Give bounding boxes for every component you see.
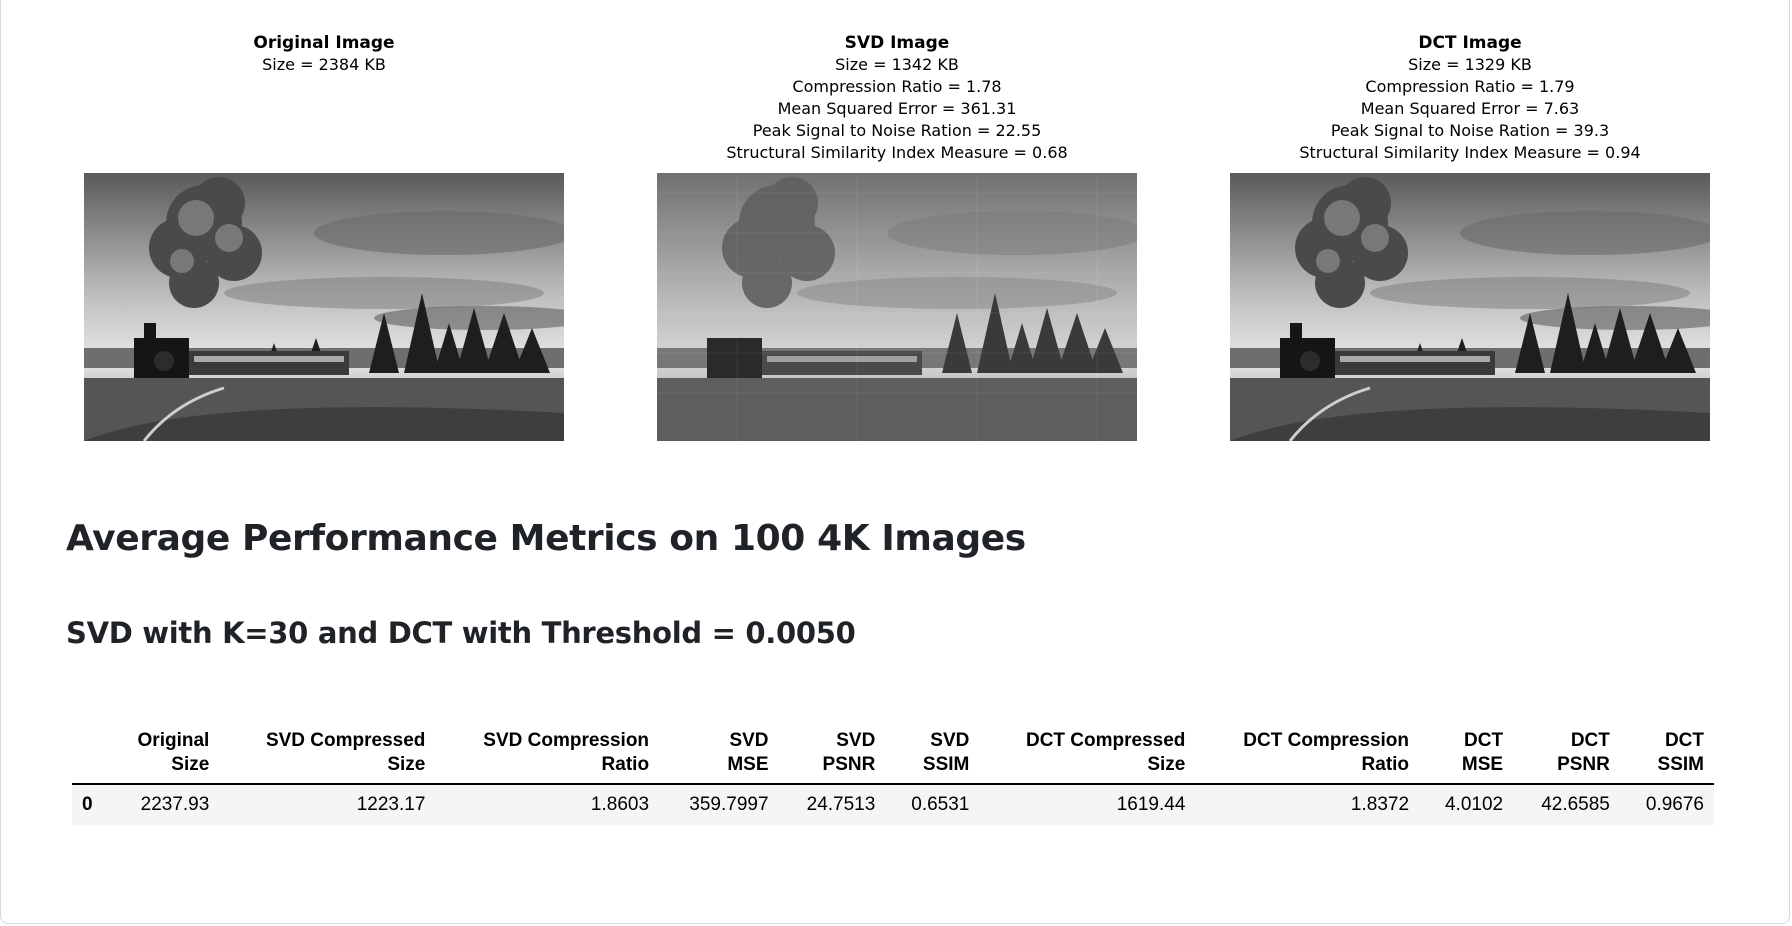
svd-size-text: Size = 1342 KB (835, 55, 959, 74)
dct-psnr-text: Peak Signal to Noise Ration = 39.3 (1330, 121, 1610, 140)
dct-image (1230, 173, 1710, 441)
table-cell: 0.6531 (885, 784, 980, 825)
metrics-table: Original Size SVD Compressed Size SVD Compre… (72, 725, 1714, 825)
svd-image-title: SVD Image (844, 33, 950, 53)
original-image-title: Original Image (253, 33, 395, 53)
table-header-row: Original Size SVD Compressed Size SVD Compre… (72, 725, 1714, 785)
dct-image-caption: DCT Image Size = 1329 KB Compression Rat… (1230, 32, 1710, 164)
table-cell: 24.7513 (778, 784, 886, 825)
table-cell: 359.7997 (659, 784, 779, 825)
table-cell: 1.8372 (1195, 784, 1420, 825)
table-cell: 1.8603 (435, 784, 660, 825)
table-cell: 0.9676 (1619, 784, 1714, 825)
original-size-text: Size = 2384 KB (262, 55, 386, 74)
column-header: Original Size (108, 725, 220, 785)
column-header: SVD MSE (659, 725, 779, 785)
metrics-heading: Average Performance Metrics on 100 4K Im… (66, 518, 1026, 559)
dct-ssim-text: Structural Similarity Index Measure = 0.… (1299, 143, 1641, 162)
table-cell: 4.0102 (1419, 784, 1514, 825)
dct-mse-text: Mean Squared Error = 7.63 (1360, 99, 1580, 118)
table-cell: 1619.44 (979, 784, 1196, 825)
metrics-subheading: SVD with K=30 and DCT with Threshold = 0… (66, 616, 856, 650)
table-cell: 42.6585 (1513, 784, 1620, 825)
svd-ratio-text: Compression Ratio = 1.78 (792, 77, 1002, 96)
column-header: SVD Compression Ratio (435, 725, 660, 785)
dct-ratio-text: Compression Ratio = 1.79 (1365, 77, 1575, 96)
original-image-caption: Original Image Size = 2384 KB (84, 32, 564, 76)
svd-ssim-text: Structural Similarity Index Measure = 0.… (726, 143, 1068, 162)
column-header: DCT SSIM (1619, 725, 1714, 785)
column-header: SVD Compressed Size (219, 725, 436, 785)
original-image (84, 173, 564, 441)
dct-image-title: DCT Image (1418, 33, 1522, 53)
row-index: 0 (72, 784, 109, 825)
column-header: DCT PSNR (1513, 725, 1620, 785)
column-header: DCT MSE (1419, 725, 1514, 785)
table-body: 0 2237.93 1223.17 1.8603 359.7997 24.7513 0.65… (72, 784, 1714, 825)
table-row: 0 2237.93 1223.17 1.8603 359.7997 24.7513 0.65… (72, 784, 1714, 825)
dct-size-text: Size = 1329 KB (1408, 55, 1532, 74)
table-cell: 1223.17 (219, 784, 436, 825)
table-cell: 2237.93 (108, 784, 220, 825)
svd-psnr-text: Peak Signal to Noise Ration = 22.55 (752, 121, 1042, 140)
column-header: DCT Compression Ratio (1195, 725, 1420, 785)
column-header: SVD PSNR (778, 725, 886, 785)
svd-image-caption: SVD Image Size = 1342 KB Compression Rat… (657, 32, 1137, 164)
column-header: SVD SSIM (885, 725, 980, 785)
column-header: DCT Compressed Size (979, 725, 1196, 785)
index-header (72, 725, 109, 785)
svd-mse-text: Mean Squared Error = 361.31 (777, 99, 1017, 118)
svd-image (657, 173, 1137, 441)
